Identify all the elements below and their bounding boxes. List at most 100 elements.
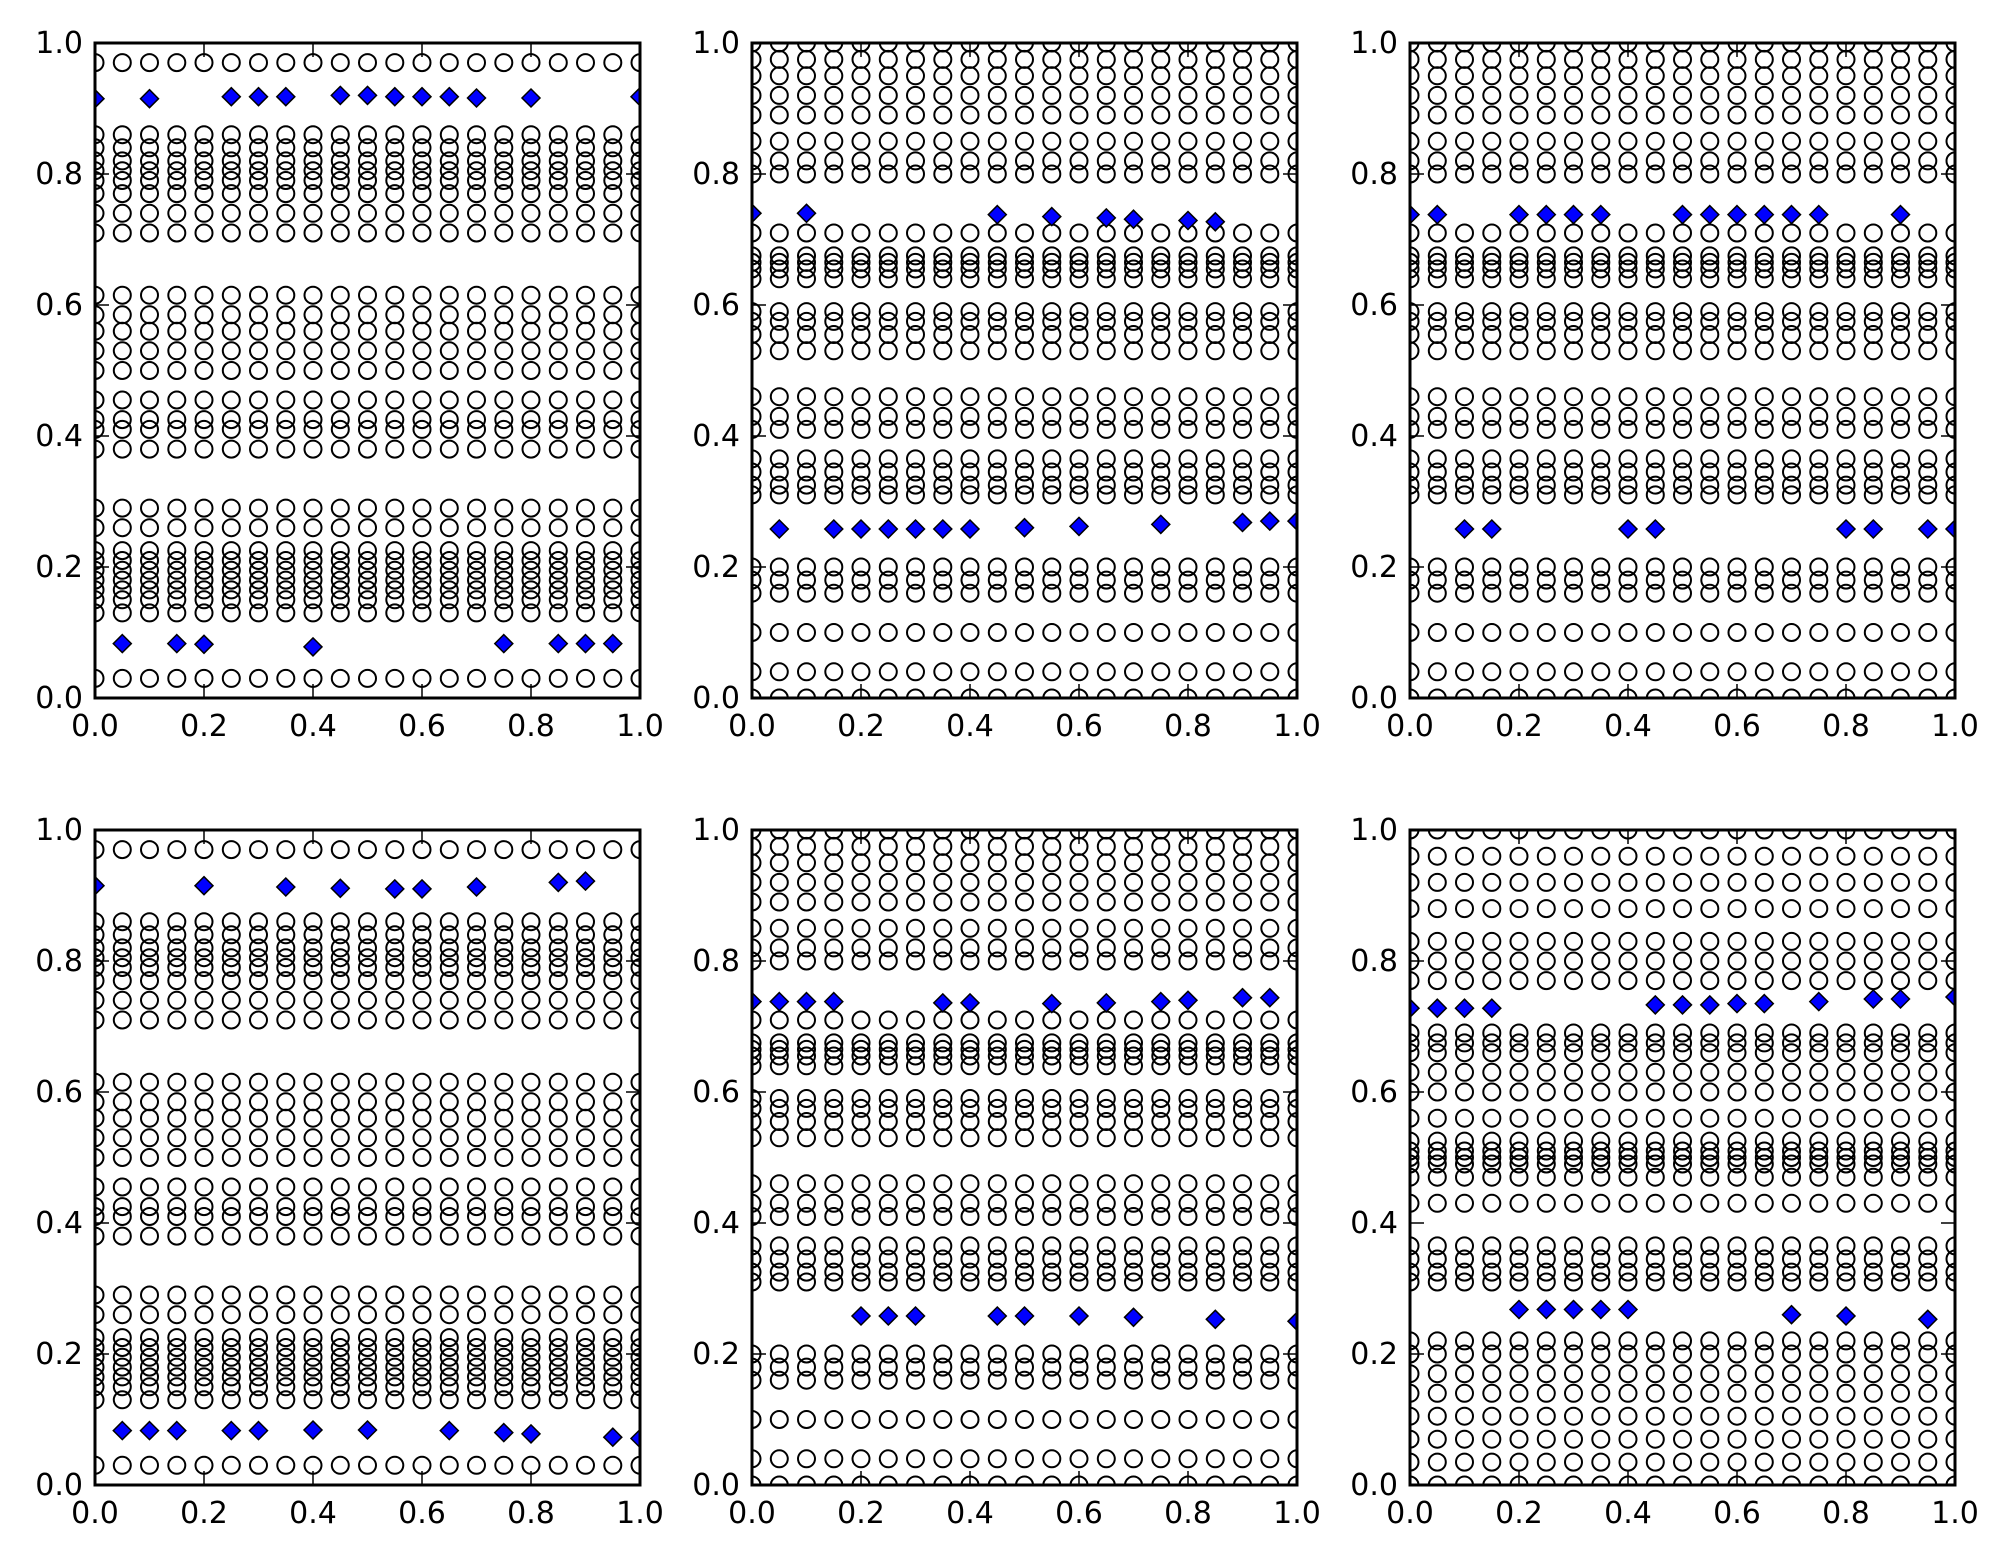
circle-point (824, 951, 844, 971)
circle-point (221, 551, 241, 570)
circle-point (851, 311, 871, 331)
circle-point (933, 583, 953, 603)
circle-point (1124, 1272, 1143, 1292)
circle-point (112, 551, 132, 570)
circle-point (1727, 1154, 1747, 1174)
diamond-point (248, 86, 269, 107)
circle-point (603, 1197, 623, 1217)
circle-point (1536, 462, 1556, 482)
diamond-point (987, 204, 1008, 225)
circle-point (1015, 449, 1034, 469)
circle-point (1782, 1429, 1801, 1449)
circle-point (1754, 131, 1774, 151)
circle-point (1124, 462, 1143, 482)
circle-point (1618, 1131, 1638, 1151)
circle-point (1891, 246, 1910, 266)
circle-point (1509, 387, 1529, 407)
circle-point (797, 449, 816, 469)
circle-point (1410, 662, 1420, 682)
circle-point (987, 462, 1007, 482)
diamond-point (1563, 204, 1584, 225)
circle-point (1455, 1452, 1474, 1472)
circle-point (1042, 918, 1062, 938)
circle-point (1836, 151, 1856, 171)
circle-point (1287, 1370, 1297, 1390)
circle-point (1287, 1272, 1297, 1292)
circle-point (467, 439, 486, 459)
circle-point (797, 131, 816, 151)
circle-point (1287, 131, 1297, 151)
diamond-point (384, 878, 405, 899)
circle-point (1645, 1167, 1665, 1187)
circle-point (412, 203, 432, 223)
circle-point (1287, 1033, 1297, 1053)
circle-point (1945, 1452, 1955, 1472)
diamond-point (466, 87, 487, 109)
circle-point (630, 171, 640, 190)
circle-point (769, 1344, 789, 1364)
circle-point (1205, 1410, 1225, 1429)
circle-point (1455, 1023, 1474, 1043)
circle-point (1015, 557, 1034, 577)
circle-point (630, 551, 640, 570)
circle-point (1124, 387, 1143, 407)
circle-point (960, 583, 980, 603)
circle-point (412, 560, 432, 580)
circle-point (576, 1357, 595, 1377)
circle-point (140, 1092, 159, 1112)
circle-point (1673, 1082, 1692, 1102)
circle-point (824, 302, 844, 322)
circle-point (933, 1357, 953, 1377)
circle-point (1700, 259, 1720, 279)
circle-point (1124, 1236, 1143, 1256)
circle-point (1700, 1236, 1720, 1256)
circle-point (1727, 85, 1747, 105)
circle-point (878, 1370, 898, 1390)
circle-point (878, 311, 898, 331)
circle-point (1151, 688, 1171, 698)
circle-point (276, 305, 296, 325)
circle-point (1410, 1249, 1420, 1269)
circle-point (1863, 246, 1883, 266)
circle-point (494, 138, 514, 158)
circle-point (1673, 1131, 1692, 1151)
circle-point (167, 1328, 187, 1348)
circle-point (140, 958, 159, 977)
circle-point (1178, 1410, 1198, 1429)
circle-point (1863, 1331, 1883, 1351)
circle-point (303, 161, 323, 181)
diamond-point (1536, 204, 1557, 225)
circle-point (1618, 325, 1638, 344)
circle-point (603, 1390, 623, 1410)
circle-point (824, 1249, 844, 1269)
circle-point (1042, 951, 1062, 971)
circle-point (906, 688, 925, 698)
circle-point (576, 948, 595, 968)
circle-point (330, 840, 350, 860)
circle-point (95, 958, 105, 977)
circle-point (494, 1177, 514, 1197)
circle-point (1727, 899, 1747, 919)
circle-point (1015, 623, 1034, 642)
circle-point (960, 557, 980, 577)
circle-point (603, 1377, 623, 1397)
circle-point (630, 1357, 640, 1377)
circle-point (933, 252, 953, 272)
circle-point (824, 892, 844, 912)
circle-point (412, 590, 432, 610)
circle-point (1233, 1046, 1252, 1066)
circle-point (878, 1410, 898, 1429)
circle-point (576, 125, 595, 145)
circle-point (1673, 1406, 1692, 1426)
circle-point (1618, 662, 1638, 682)
y-tick-label: 0.0 (1350, 681, 1398, 716)
circle-point (960, 918, 980, 938)
circle-point (1124, 406, 1143, 426)
diamond-point (1177, 990, 1199, 1011)
circle-point (824, 1089, 844, 1108)
circle-point (1069, 1249, 1089, 1269)
circle-point (1618, 1033, 1638, 1053)
circle-point (521, 958, 541, 977)
circle-point (1455, 85, 1474, 105)
circle-point (330, 580, 350, 600)
